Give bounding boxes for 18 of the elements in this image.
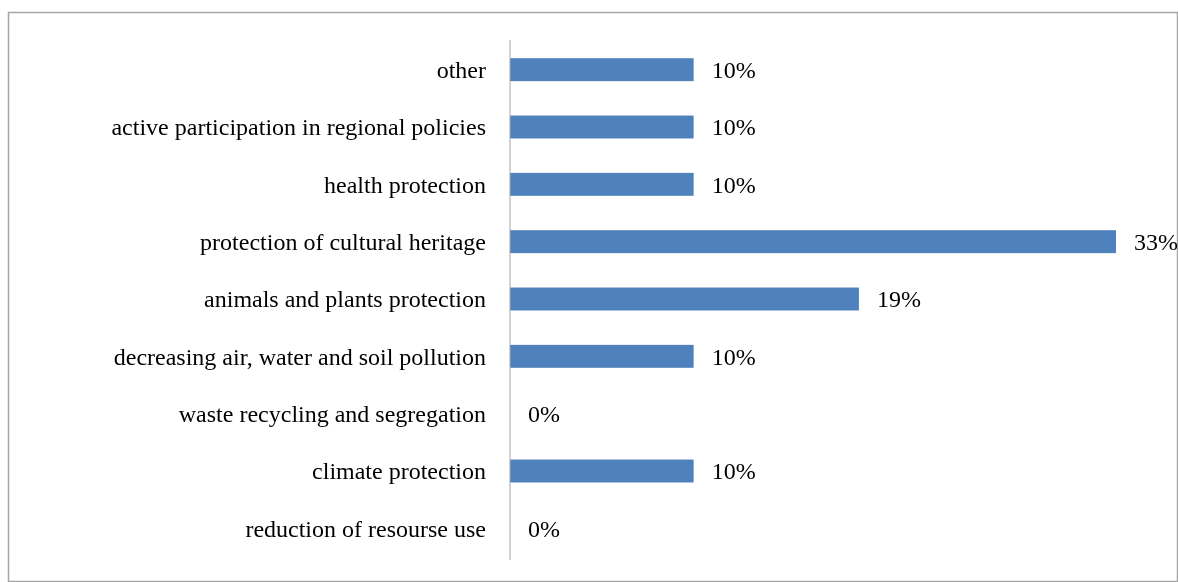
data-label: 0% xyxy=(528,515,560,542)
data-label: 0% xyxy=(528,401,560,428)
y-tick-label: decreasing air, water and soil pollution xyxy=(113,343,486,370)
data-label: 10% xyxy=(711,171,756,198)
y-tick-label: other xyxy=(436,57,487,84)
y-tick-label: health protection xyxy=(324,171,486,198)
data-label: 10% xyxy=(711,458,756,485)
y-tick-label: animals and plants protection xyxy=(204,286,486,313)
y-tick-label: active participation in regional policies xyxy=(111,114,486,141)
y-tick-label: climate protection xyxy=(312,458,486,485)
data-label: 10% xyxy=(711,57,756,84)
y-tick-label: waste recycling and segregation xyxy=(178,401,486,428)
data-label: 19% xyxy=(876,286,921,313)
y-tick-label: reduction of resourse use xyxy=(245,515,486,542)
data-label: 33% xyxy=(1134,229,1178,256)
data-label: 10% xyxy=(711,343,756,370)
y-tick-label: protection of cultural heritage xyxy=(200,229,486,256)
data-label: 10% xyxy=(711,114,756,141)
